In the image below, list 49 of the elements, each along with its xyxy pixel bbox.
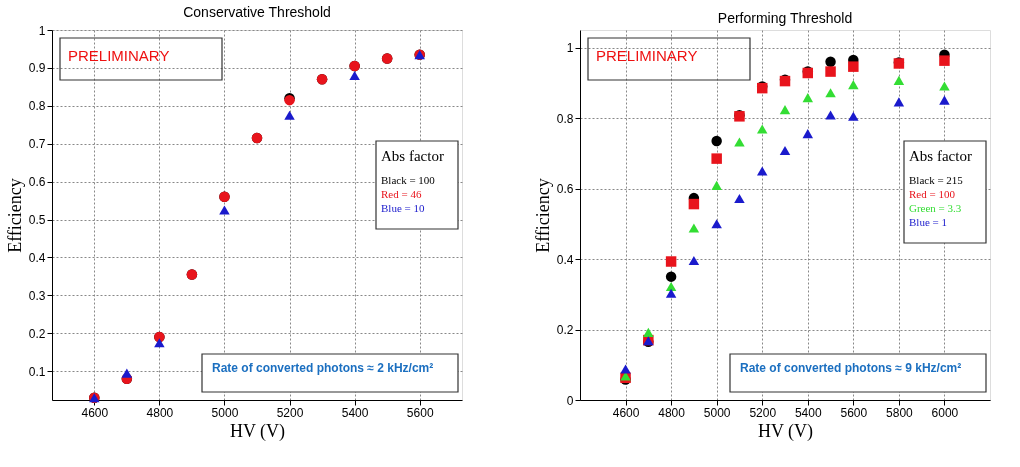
chart-title: Conservative Threshold xyxy=(183,4,331,20)
text: Green = 3.3 xyxy=(909,202,962,214)
y-tick-label: 0.8 xyxy=(556,111,574,126)
x-tick-label: 6000 xyxy=(931,405,959,420)
y-tick-label: 0 xyxy=(566,393,574,408)
x-tick-label: 5800 xyxy=(886,405,914,420)
y-tick-label: 0.4 xyxy=(556,252,574,267)
x-tick-label: 4600 xyxy=(81,405,109,420)
y-tick-label: 0.8 xyxy=(28,99,46,114)
text: Red = 100 xyxy=(909,188,956,200)
x-tick-label: 4600 xyxy=(612,405,640,420)
y-tick-label: 0.3 xyxy=(28,288,46,303)
x-axis-title: HV (V) xyxy=(757,420,814,442)
x-tick-label: 5600 xyxy=(840,405,868,420)
x-tick-label: 5400 xyxy=(341,405,369,420)
x-tick-label: 4800 xyxy=(146,405,174,420)
y-tick-label: 0.2 xyxy=(28,326,46,341)
annotation: PRELIMINARY xyxy=(68,47,170,64)
y-axis-title: Efficiency xyxy=(4,178,25,253)
y-tick-label: 1 xyxy=(566,41,574,56)
y-tick-label: 0.4 xyxy=(28,250,46,265)
y-tick-label: 0.5 xyxy=(28,213,46,228)
text: Blue = 10 xyxy=(381,202,425,214)
x-tick-label: 5600 xyxy=(406,405,434,420)
legend-title: Abs factor xyxy=(381,148,444,164)
y-tick-label: 0.6 xyxy=(556,182,574,197)
annotation: PRELIMINARY xyxy=(596,47,698,64)
x-tick-label: 5200 xyxy=(276,405,304,420)
annotation: Rate of converted photons ≈ 2 kHz/cm² xyxy=(212,361,434,375)
y-tick-label: 0.1 xyxy=(28,364,46,379)
text: Black = 100 xyxy=(381,174,436,186)
text: Red = 46 xyxy=(381,188,422,200)
x-tick-label: 4800 xyxy=(658,405,686,420)
x-tick-label: 5400 xyxy=(794,405,822,420)
chart-title: Performing Threshold xyxy=(717,10,853,26)
y-axis-title: Efficiency xyxy=(532,178,553,253)
text: Black = 215 xyxy=(909,174,964,186)
y-tick-label: 0.9 xyxy=(28,61,46,76)
x-axis-title: HV (V) xyxy=(229,420,286,442)
x-tick-label: 5000 xyxy=(703,405,731,420)
x-tick-label: 5200 xyxy=(749,405,777,420)
y-tick-label: 0.7 xyxy=(28,137,46,152)
x-tick-label: 5000 xyxy=(211,405,239,420)
annotation: Rate of converted photons ≈ 9 kHz/cm² xyxy=(740,361,962,375)
text: Blue = 1 xyxy=(909,216,947,228)
y-tick-label: 1 xyxy=(38,23,46,38)
legend-title: Abs factor xyxy=(909,148,972,164)
y-tick-label: 0.6 xyxy=(28,175,46,190)
y-tick-label: 0.2 xyxy=(556,323,574,338)
